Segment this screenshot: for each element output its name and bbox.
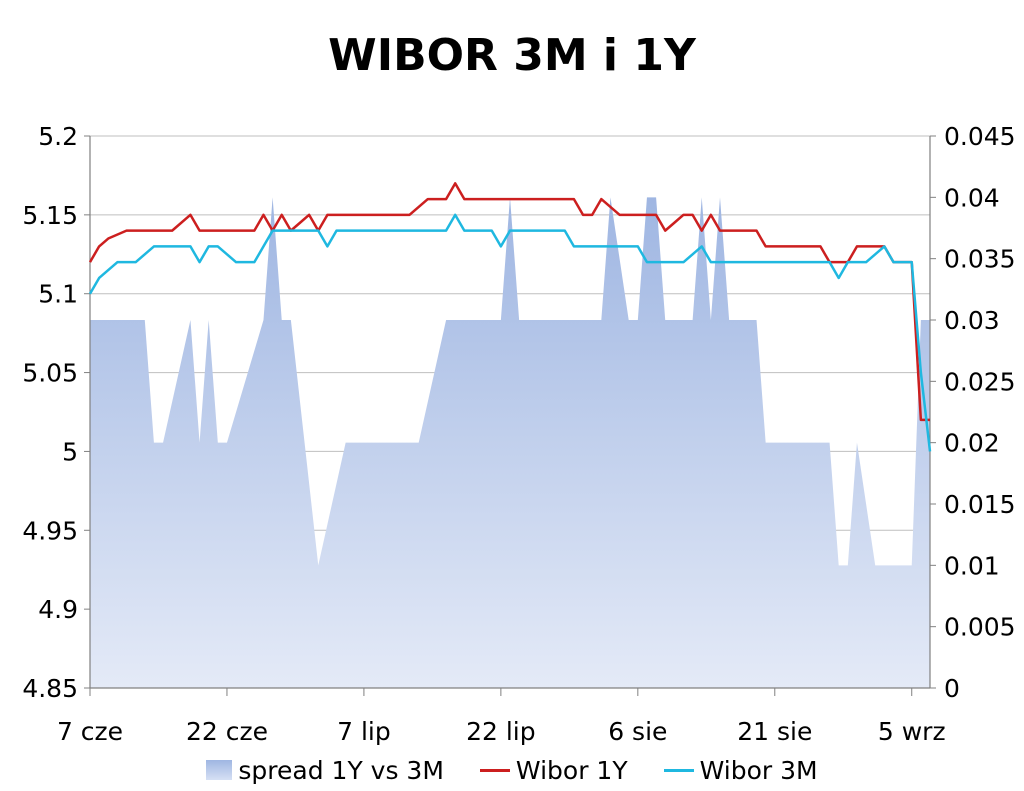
left-tick-label: 4.85 [22, 674, 78, 703]
left-tick-label: 5.15 [22, 201, 78, 230]
right-tick-label: 0.035 [944, 245, 1016, 274]
chart-plot: 5.25.155.15.0554.954.94.850.0450.040.035… [22, 122, 1015, 746]
line-series [88, 182, 932, 452]
left-tick-label: 4.9 [38, 595, 78, 624]
legend-label-wibor-3m: Wibor 3M [699, 755, 818, 785]
legend-item-wibor-3m: Wibor 3M [663, 755, 818, 785]
legend-label-spread: spread 1Y vs 3M [238, 755, 444, 785]
legend-swatch-spread [206, 760, 233, 780]
x-tick-label: 7 lip [337, 717, 391, 746]
legend-swatch-wibor-3m [663, 768, 694, 772]
chart-title: WIBOR 3M i 1Y [328, 30, 696, 81]
wibor-1y-line [88, 182, 930, 422]
x-tick-label: 22 cze [186, 717, 268, 746]
x-tick-label: 22 lip [466, 717, 536, 746]
left-tick-label: 5.05 [22, 359, 78, 388]
left-tick-label: 5.2 [38, 122, 78, 151]
wibor-3m-line [88, 213, 932, 452]
left-tick-label: 5 [62, 437, 78, 466]
legend-item-wibor-1y: Wibor 1Y [479, 755, 628, 785]
spread-area [90, 197, 930, 689]
right-tick-label: 0.005 [944, 613, 1016, 642]
x-tick-label: 6 sie [608, 717, 667, 746]
right-tick-label: 0.01 [944, 551, 1000, 580]
spread-area-series [90, 197, 930, 689]
right-tick-label: 0.04 [944, 183, 1000, 212]
left-tick-label: 5.1 [38, 280, 78, 309]
legend-label-wibor-1y: Wibor 1Y [515, 755, 628, 785]
x-tick-label: 5 wrz [878, 717, 946, 746]
right-tick-label: 0.015 [944, 490, 1016, 519]
left-tick-label: 4.95 [22, 516, 78, 545]
legend-item-spread: spread 1Y vs 3M [206, 756, 444, 785]
legend: spread 1Y vs 3M Wibor 1Y Wibor 3M [0, 750, 1024, 790]
x-tick-label: 7 cze [57, 717, 123, 746]
legend-swatch-wibor-1y [479, 768, 510, 772]
right-tick-label: 0.03 [944, 306, 1000, 335]
right-tick-label: 0 [944, 674, 960, 703]
right-tick-label: 0.025 [944, 367, 1016, 396]
axes [84, 135, 936, 696]
tick-labels: 5.25.155.15.0554.954.94.850.0450.040.035… [22, 122, 1015, 746]
right-tick-label: 0.02 [944, 429, 1000, 458]
right-tick-label: 0.045 [944, 122, 1016, 151]
x-tick-label: 21 sie [737, 717, 812, 746]
